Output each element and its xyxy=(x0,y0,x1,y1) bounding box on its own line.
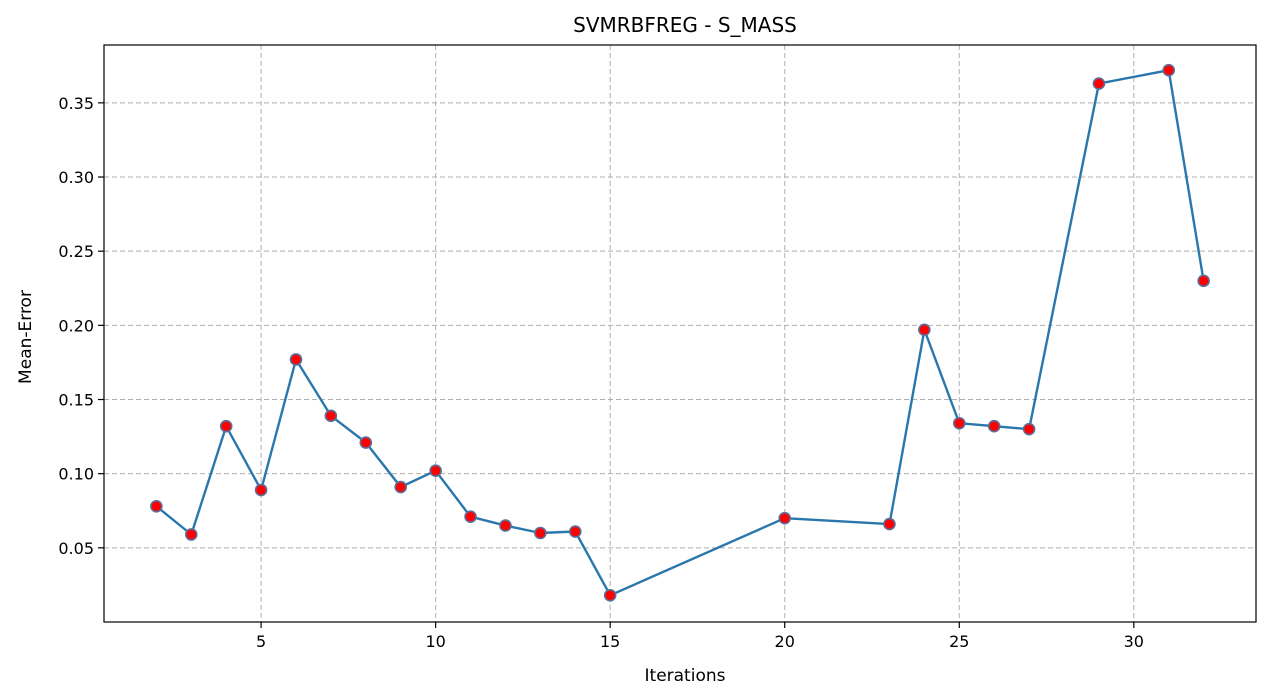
data-point xyxy=(952,416,966,430)
x-tick-label: 30 xyxy=(1124,632,1144,651)
grid xyxy=(104,45,1256,622)
data-point xyxy=(499,519,512,532)
data-point xyxy=(1197,274,1210,288)
y-tick-label: 0.30 xyxy=(58,168,94,187)
data-series xyxy=(150,63,1210,602)
y-tick-label: 0.25 xyxy=(58,242,94,261)
data-point xyxy=(464,510,477,523)
data-point xyxy=(778,511,792,525)
data-point xyxy=(1162,63,1176,77)
x-axis: 5 10 15 20 25 30 xyxy=(256,622,1144,651)
y-axis: 0.05 0.10 0.15 0.20 0.25 0.30 0.35 xyxy=(58,94,104,558)
data-point xyxy=(1092,77,1106,90)
data-point xyxy=(987,419,1001,433)
data-point xyxy=(289,353,303,366)
y-tick-label: 0.20 xyxy=(58,316,94,335)
data-point xyxy=(324,409,338,423)
y-tick-label: 0.15 xyxy=(58,391,94,410)
data-point xyxy=(359,436,373,449)
chart-title: SVMRBFREG - S_MASS xyxy=(573,13,797,37)
data-point xyxy=(429,464,442,478)
data-point xyxy=(568,525,582,538)
series-line xyxy=(155,68,1205,597)
data-point xyxy=(150,500,163,513)
data-point xyxy=(254,483,268,497)
x-axis-label: Iterations xyxy=(645,666,726,686)
x-tick-label: 20 xyxy=(775,632,795,651)
x-tick-label: 15 xyxy=(600,632,620,651)
data-point xyxy=(918,323,931,337)
data-point xyxy=(184,528,198,541)
x-tick-label: 5 xyxy=(256,632,266,651)
x-tick-label: 10 xyxy=(425,632,445,651)
data-point xyxy=(534,526,547,540)
plot-frame xyxy=(103,44,1257,623)
data-point xyxy=(1022,422,1036,436)
data-point xyxy=(603,589,617,602)
data-point xyxy=(394,480,408,494)
y-tick-label: 0.35 xyxy=(58,94,94,113)
y-tick-label: 0.05 xyxy=(58,539,94,558)
x-tick-label: 25 xyxy=(949,632,969,651)
y-tick-label: 0.10 xyxy=(58,465,94,484)
data-point xyxy=(883,517,896,531)
y-axis-label: Mean-Error xyxy=(16,290,36,384)
data-point xyxy=(219,419,233,433)
